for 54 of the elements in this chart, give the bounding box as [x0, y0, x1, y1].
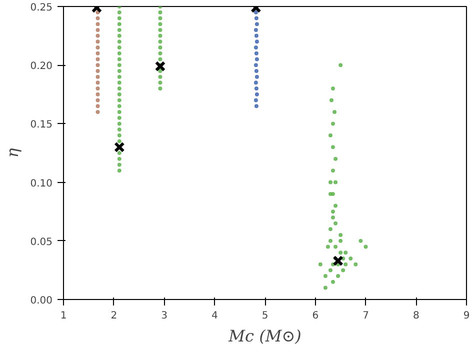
point — [254, 51, 258, 56]
point — [96, 34, 100, 38]
y-tick-label: 0.10 — [30, 178, 52, 190]
point — [96, 74, 100, 79]
point — [114, 142, 125, 153]
point — [254, 80, 258, 85]
point — [96, 68, 100, 73]
y-tick-label: 0.25 — [30, 2, 52, 14]
point — [332, 255, 344, 266]
point — [96, 28, 100, 32]
point — [96, 98, 100, 102]
y-tick-label: 0.20 — [30, 61, 52, 72]
x-tick-label: 3 — [161, 310, 168, 322]
x-tick-label: 1 — [60, 310, 67, 322]
point — [254, 57, 259, 62]
point — [254, 10, 258, 14]
y-axis-title: η — [3, 148, 22, 158]
point — [96, 63, 100, 68]
point — [96, 86, 100, 91]
x-tick-label: 8 — [412, 310, 420, 322]
point — [96, 22, 100, 26]
x-axis-title: Mc (M⊙) — [228, 326, 302, 346]
x-tick-label: 5 — [262, 310, 268, 322]
point — [254, 22, 259, 26]
point — [96, 80, 100, 85]
point — [96, 16, 100, 20]
point — [96, 57, 100, 62]
x-tick-label: 2 — [110, 310, 118, 322]
point — [154, 60, 166, 72]
point — [96, 46, 100, 50]
point — [254, 63, 258, 68]
x-tick-label: 4 — [211, 310, 218, 322]
point — [254, 92, 259, 96]
y-tick-label: 0.05 — [30, 236, 52, 248]
point — [254, 16, 258, 20]
point — [254, 40, 259, 44]
point — [254, 74, 259, 79]
point — [96, 40, 100, 44]
point — [96, 51, 100, 56]
y-tick-label: 0.00 — [30, 296, 52, 306]
point — [254, 46, 258, 50]
point — [254, 104, 258, 108]
x-tick-label: 6 — [312, 310, 319, 322]
point — [254, 86, 258, 91]
point — [254, 28, 258, 32]
point — [96, 92, 100, 96]
point — [96, 104, 100, 108]
point — [254, 34, 258, 38]
point — [96, 110, 100, 114]
y-tick-label: 0.15 — [30, 120, 52, 131]
x-tick-label: 7 — [362, 310, 369, 322]
point — [254, 98, 258, 102]
x-tick-label: 9 — [463, 310, 470, 322]
point — [254, 68, 258, 73]
